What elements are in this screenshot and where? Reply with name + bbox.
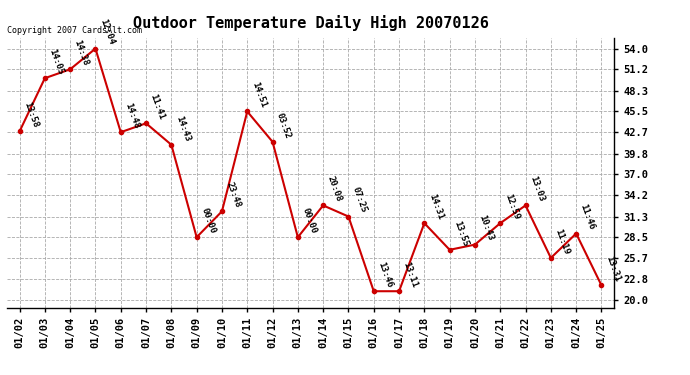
Text: 14:05: 14:05 [48, 48, 65, 76]
Text: Copyright 2007 CardsAlt.com: Copyright 2007 CardsAlt.com [7, 26, 142, 35]
Text: 14:43: 14:43 [174, 114, 192, 142]
Text: 12:04: 12:04 [98, 18, 116, 46]
Text: 23:48: 23:48 [224, 181, 242, 209]
Text: 13:11: 13:11 [402, 261, 420, 289]
Text: 20:08: 20:08 [326, 175, 344, 203]
Text: 10:43: 10:43 [477, 214, 495, 242]
Text: 07:25: 07:25 [351, 186, 368, 214]
Text: 13:03: 13:03 [528, 175, 546, 203]
Text: 00:00: 00:00 [300, 207, 318, 235]
Text: 14:51: 14:51 [250, 81, 268, 109]
Text: 14:48: 14:48 [124, 102, 141, 130]
Text: Outdoor Temperature Daily High 20070126: Outdoor Temperature Daily High 20070126 [132, 15, 489, 31]
Text: 13:46: 13:46 [376, 261, 394, 289]
Text: 14:38: 14:38 [72, 39, 90, 67]
Text: 13:55: 13:55 [452, 219, 470, 248]
Text: 11:41: 11:41 [148, 93, 166, 121]
Text: 13:31: 13:31 [604, 255, 622, 283]
Text: 03:52: 03:52 [275, 111, 293, 140]
Text: 00:00: 00:00 [199, 207, 217, 235]
Text: 12:59: 12:59 [503, 193, 520, 221]
Text: 13:58: 13:58 [22, 101, 40, 129]
Text: 14:31: 14:31 [427, 193, 444, 221]
Text: 11:46: 11:46 [579, 203, 596, 231]
Text: 11:19: 11:19 [553, 227, 571, 256]
